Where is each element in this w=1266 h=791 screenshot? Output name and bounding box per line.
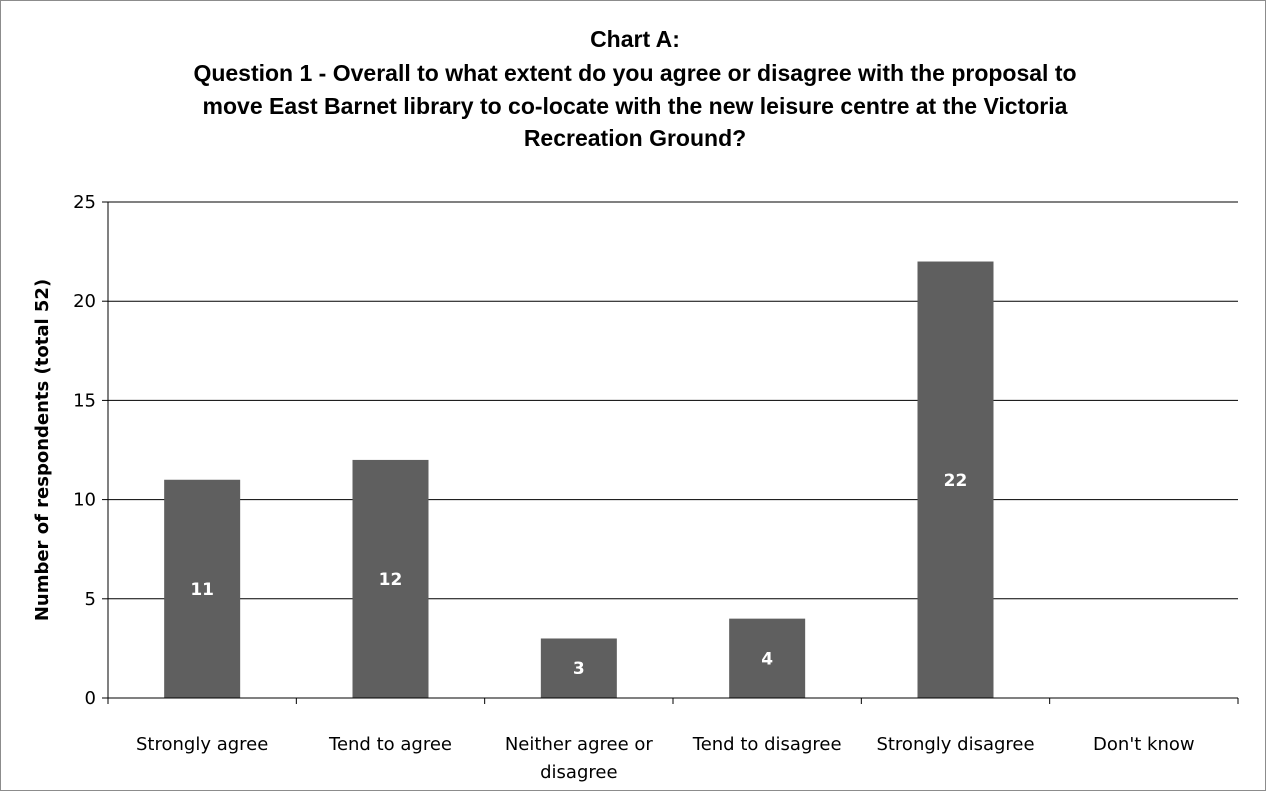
x-category-label: Neither agree or [505, 734, 654, 755]
chart-title-line: Recreation Ground? [524, 125, 746, 151]
bar [917, 261, 994, 698]
data-label: 12 [379, 570, 403, 590]
x-category-label: Tend to disagree [692, 734, 842, 755]
chart-title-line: move East Barnet library to co-locate wi… [203, 93, 1068, 119]
data-label: 22 [944, 471, 968, 491]
chart-title: Chart A: Question 1 - Overall to what ext… [193, 26, 1076, 151]
y-tick-labels: 0 5 10 15 20 25 [73, 192, 96, 709]
gridlines [108, 201, 1238, 600]
chart-title-line: Question 1 - Overall to what extent do y… [193, 60, 1076, 86]
y-tick-label: 5 [85, 589, 96, 610]
data-labels: 11 12 3 4 22 [190, 471, 967, 679]
y-axis-title: Number of respondents (total 52) [32, 279, 53, 621]
y-tick-label: 10 [73, 490, 96, 511]
x-category-label: Strongly agree [136, 734, 268, 755]
bar [352, 459, 429, 698]
data-label: 4 [761, 649, 773, 669]
chart-title-line: Chart A: [590, 26, 680, 52]
y-tick-label: 0 [85, 688, 96, 709]
x-category-label: Strongly disagree [876, 734, 1034, 755]
data-label: 3 [573, 659, 585, 679]
axes [102, 201, 1239, 704]
x-category-labels: Strongly agree Tend to agree Neither agree… [136, 734, 1195, 783]
bar [729, 618, 806, 698]
bar [164, 479, 241, 698]
y-tick-label: 15 [73, 390, 96, 411]
x-category-label: Tend to agree [328, 734, 452, 755]
bar [540, 638, 617, 698]
x-category-label: disagree [540, 762, 617, 783]
x-category-label: Don't know [1093, 734, 1195, 755]
bars [164, 261, 994, 698]
y-tick-label: 20 [73, 291, 96, 312]
y-tick-label: 25 [73, 192, 96, 213]
data-label: 11 [190, 580, 214, 600]
